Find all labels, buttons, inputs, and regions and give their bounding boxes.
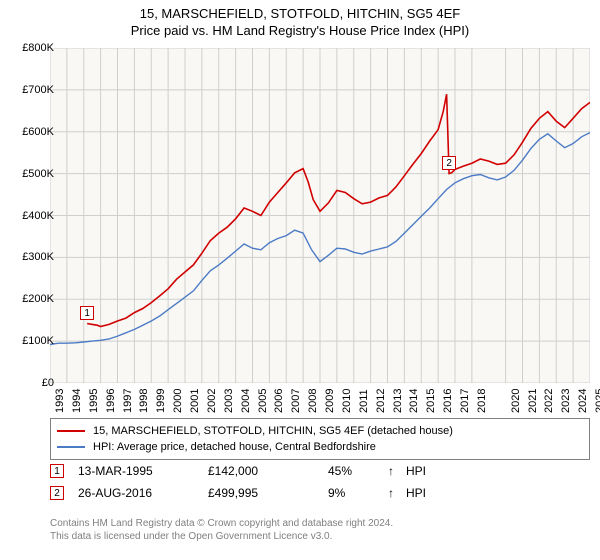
- x-tick-label: 2000: [172, 389, 184, 413]
- x-tick-label: 1994: [71, 389, 83, 413]
- x-tick-label: 2022: [543, 389, 555, 413]
- sales-table: 1 13-MAR-1995£142,00045%↑HPI 2 26-AUG-2016£…: [50, 460, 590, 504]
- x-tick-label: 2010: [341, 389, 353, 413]
- x-tick-label: 1996: [105, 389, 117, 413]
- up-arrow-icon: ↑: [388, 464, 406, 478]
- x-tick-label: 2007: [290, 389, 302, 413]
- x-tick-label: 2023: [560, 389, 572, 413]
- sales-date: 26-AUG-2016: [78, 486, 208, 500]
- x-tick-label: 2021: [527, 389, 539, 413]
- x-tick-label: 2005: [257, 389, 269, 413]
- footer-line1: Contains HM Land Registry data © Crown c…: [50, 518, 590, 531]
- x-tick-label: 2017: [459, 389, 471, 413]
- x-tick-label: 2016: [442, 389, 454, 413]
- up-arrow-icon: ↑: [388, 486, 406, 500]
- x-tick-label: 1998: [138, 389, 150, 413]
- y-tick-label: £200K: [22, 293, 54, 305]
- legend-swatch: [57, 446, 85, 448]
- x-tick-label: 2008: [307, 389, 319, 413]
- x-tick-label: 1999: [155, 389, 167, 413]
- sales-marker: 1: [50, 464, 64, 478]
- y-tick-label: £100K: [22, 335, 54, 347]
- x-tick-label: 2013: [392, 389, 404, 413]
- x-tick-label: 2024: [577, 389, 589, 413]
- x-tick-label: 2025: [594, 389, 600, 413]
- legend-row: HPI: Average price, detached house, Cent…: [57, 439, 583, 455]
- y-tick-label: £700K: [22, 84, 54, 96]
- sales-pct: 45%: [328, 464, 388, 478]
- y-tick-label: £600K: [22, 126, 54, 138]
- y-tick-label: £800K: [22, 42, 54, 54]
- legend-row: 15, MARSCHEFIELD, STOTFOLD, HITCHIN, SG5…: [57, 423, 583, 439]
- x-tick-label: 2015: [425, 389, 437, 413]
- footer-line2: This data is licensed under the Open Gov…: [50, 531, 590, 544]
- sales-row: 2 26-AUG-2016£499,9959%↑HPI: [50, 482, 590, 504]
- x-tick-label: 2011: [358, 389, 370, 413]
- x-tick-label: 1997: [122, 389, 134, 413]
- title-line2: Price paid vs. HM Land Registry's House …: [0, 21, 600, 38]
- chart-marker: 2: [442, 156, 456, 170]
- x-tick-label: 2009: [324, 389, 336, 413]
- x-tick-label: 1995: [88, 389, 100, 413]
- title-line1: 15, MARSCHEFIELD, STOTFOLD, HITCHIN, SG5…: [0, 0, 600, 21]
- sales-row: 1 13-MAR-1995£142,00045%↑HPI: [50, 460, 590, 482]
- x-tick-label: 2002: [206, 389, 218, 413]
- legend-swatch: [57, 430, 85, 432]
- x-tick-label: 2012: [375, 389, 387, 413]
- x-tick-label: 2018: [476, 389, 488, 413]
- sales-price: £499,995: [208, 486, 328, 500]
- y-tick-label: £0: [42, 377, 54, 389]
- x-tick-label: 2003: [223, 389, 235, 413]
- sales-hpi-label: HPI: [406, 486, 426, 500]
- chart-svg: [50, 48, 590, 383]
- x-tick-label: 2006: [273, 389, 285, 413]
- y-tick-label: £300K: [22, 251, 54, 263]
- legend-label: HPI: Average price, detached house, Cent…: [93, 441, 376, 453]
- x-tick-label: 2020: [510, 389, 522, 413]
- sales-date: 13-MAR-1995: [78, 464, 208, 478]
- chart: [50, 48, 590, 383]
- y-tick-label: £500K: [22, 168, 54, 180]
- sales-pct: 9%: [328, 486, 388, 500]
- x-tick-label: 1993: [54, 389, 66, 413]
- x-tick-label: 2004: [240, 389, 252, 413]
- sales-marker: 2: [50, 486, 64, 500]
- footer: Contains HM Land Registry data © Crown c…: [50, 518, 590, 543]
- x-tick-label: 2014: [408, 389, 420, 413]
- y-tick-label: £400K: [22, 210, 54, 222]
- sales-price: £142,000: [208, 464, 328, 478]
- legend-label: 15, MARSCHEFIELD, STOTFOLD, HITCHIN, SG5…: [93, 425, 453, 437]
- sales-hpi-label: HPI: [406, 464, 426, 478]
- chart-marker: 1: [80, 306, 94, 320]
- legend: 15, MARSCHEFIELD, STOTFOLD, HITCHIN, SG5…: [50, 418, 590, 460]
- x-tick-label: 2001: [189, 389, 201, 413]
